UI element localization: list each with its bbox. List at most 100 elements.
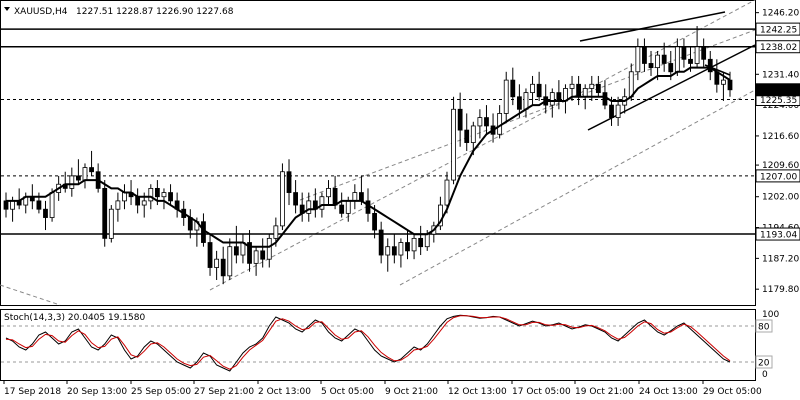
candle-body	[688, 58, 693, 64]
candle-body	[721, 79, 726, 85]
candle	[444, 171, 450, 214]
candle-body	[352, 192, 358, 202]
candle	[280, 163, 285, 231]
stoch-level-label-box	[755, 319, 773, 333]
candle	[681, 38, 687, 68]
candle-body	[576, 83, 582, 98]
candle-body	[602, 92, 608, 106]
candle	[108, 205, 114, 243]
candle-body	[530, 83, 535, 94]
candle	[503, 71, 509, 122]
y-axis-tick-label: 1202.00	[762, 193, 799, 203]
candle	[266, 234, 272, 268]
candle-body	[694, 46, 700, 64]
candle	[437, 196, 443, 231]
candle-body	[332, 187, 338, 206]
candle	[385, 238, 391, 272]
candle-body	[536, 83, 542, 98]
candle-body	[503, 79, 509, 114]
candle-body	[398, 242, 404, 256]
candle-body	[141, 200, 147, 206]
candle	[89, 150, 94, 176]
x-axis-tick-label: 2 Oct 13:00	[258, 387, 311, 397]
candle-body	[359, 192, 364, 202]
candle-body	[154, 187, 160, 198]
candle	[76, 159, 81, 185]
candle	[161, 188, 167, 210]
candle	[43, 200, 48, 231]
stoch-signal-line	[5, 315, 731, 370]
candle-body	[286, 171, 292, 193]
candle	[233, 225, 239, 264]
candle	[595, 75, 601, 97]
channel-line	[399, 89, 756, 286]
collapse-triangle-icon[interactable]	[4, 7, 10, 11]
candle-body	[411, 237, 417, 252]
x-axis-tick-label: 19 Oct 21:00	[575, 387, 634, 397]
candle-body	[391, 246, 397, 256]
candle-body	[345, 200, 351, 214]
x-axis-tick-label: 17 Sep 2018	[4, 387, 61, 397]
candle-body	[148, 187, 154, 202]
candle-body	[76, 175, 81, 181]
candle-body	[668, 63, 674, 73]
stoch-pane-border	[0, 309, 756, 381]
candle-body	[161, 192, 167, 198]
candle-body	[418, 237, 424, 248]
candle	[451, 96, 456, 185]
candle-body	[457, 108, 463, 131]
candle	[484, 105, 489, 135]
candle-body	[115, 200, 121, 210]
candle-body	[43, 208, 48, 218]
candle	[214, 250, 220, 281]
candle-body	[280, 171, 285, 227]
y-axis-tick-label: 1209.60	[762, 161, 799, 171]
candle	[661, 42, 667, 72]
candle	[260, 238, 266, 268]
candle	[378, 221, 384, 264]
candle-body	[661, 54, 667, 64]
symbol-label: XAUUSD,H4	[14, 7, 68, 17]
candle	[510, 67, 516, 106]
x-axis-tick-label: 24 Oct 13:00	[639, 387, 698, 397]
y-axis-tick-label: 1179.80	[762, 285, 799, 295]
candle	[516, 84, 522, 118]
candle-body	[681, 46, 687, 60]
candle-body	[642, 46, 647, 64]
candle-body	[82, 167, 88, 181]
candle-body	[201, 221, 206, 243]
candle	[418, 225, 424, 256]
candle-body	[595, 83, 601, 94]
candle	[168, 184, 173, 206]
candle-body	[227, 246, 233, 277]
current-price-label: 1227.68	[760, 86, 797, 96]
candle-body	[247, 242, 252, 264]
candle	[464, 113, 470, 151]
stoch-pane: Stoch(14,3,3) 20.0405 19.1580 80 20 100 0	[0, 309, 779, 381]
candle	[372, 205, 377, 239]
candle-body	[339, 204, 345, 214]
candle-body	[470, 125, 476, 143]
y-axis-tick-label: 1224.00	[762, 101, 799, 111]
candle-body	[628, 71, 634, 98]
candle-body	[701, 46, 707, 60]
candle-body	[464, 129, 470, 143]
candle-body	[233, 246, 239, 256]
candle	[536, 71, 542, 101]
y-axis-tick-label: 1216.60	[762, 132, 799, 142]
ohlc-label: 1227.51 1228.87 1226.90 1227.68	[76, 7, 234, 17]
candle-body	[516, 96, 522, 110]
candle-body	[385, 246, 391, 256]
candle	[102, 180, 108, 247]
candle	[293, 180, 299, 214]
stoch-axis-tick-label: 100	[762, 310, 779, 320]
candle-body	[319, 196, 325, 210]
candle	[227, 238, 233, 281]
candle-body	[589, 83, 595, 89]
candle-body	[707, 58, 713, 73]
price-level-label: 1225.35	[760, 96, 797, 106]
current-price-label-box	[755, 83, 800, 97]
candle	[707, 50, 713, 81]
candle	[530, 75, 535, 106]
stoch-level-label: 80	[758, 323, 770, 333]
